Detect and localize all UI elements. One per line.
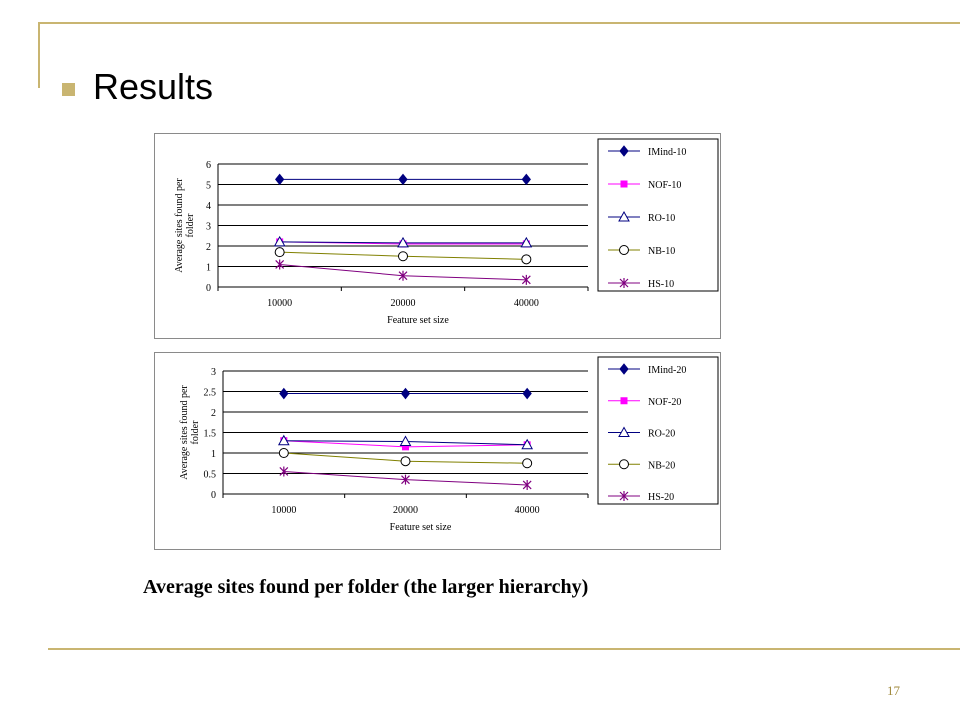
- chart1-data-point: [275, 173, 285, 186]
- chart1-data-point: [521, 254, 532, 265]
- chart2-ytick-label: 2: [211, 408, 216, 419]
- chart2-legend-label: NB-20: [648, 460, 675, 471]
- chart1-ytick-label: 3: [206, 222, 211, 233]
- chart1-ytick-label: 0: [206, 283, 211, 294]
- chart1-legend-marker: [619, 145, 629, 157]
- chart2-x-axis-label: Feature set size: [390, 522, 452, 533]
- chart2-y-axis-label-line: Average sites found per: [179, 385, 190, 480]
- chart2-data-point: [278, 448, 289, 458]
- slide-number: 17: [887, 683, 900, 698]
- chart-top: 0 1 2 3 4 5 6 10000 20000 40000 Feature set size Av…: [154, 133, 721, 339]
- chart2-data-point: [277, 434, 290, 446]
- chart2-data-point: [399, 435, 412, 447]
- chart2-y-axis-label-line: folder: [190, 420, 201, 445]
- chart-bottom-svg: 0 0.5 1 1.5 2 2.5 3 10000 20000 40000 Feature set …: [179, 356, 719, 533]
- chart1-data-point: [274, 247, 285, 258]
- chart1-y-axis-label-line: folder: [185, 213, 196, 238]
- chart1-data-point: [273, 235, 286, 247]
- chart1-data-point: [398, 173, 408, 186]
- chart2-legend-box: [597, 356, 719, 505]
- chart1-data-point: [398, 270, 408, 281]
- chart2-legend-marker: [619, 491, 629, 501]
- chart2-data-point: [401, 474, 410, 485]
- chart2-legend-marker: [619, 459, 629, 470]
- chart2-ytick-label: 1.5: [204, 429, 217, 440]
- chart1-legend-marker: [619, 245, 629, 255]
- chart1-legend-marker: [619, 278, 629, 288]
- chart1-data-point: [397, 236, 409, 248]
- chart1-data-point: [521, 173, 531, 186]
- chart1-xtick-label: 40000: [514, 298, 539, 309]
- chart1-data-point: [398, 251, 408, 262]
- chart1-data-point: [520, 236, 533, 248]
- chart2-ytick-label: 0.5: [204, 470, 217, 481]
- bottom-decorative-rule: [48, 648, 960, 650]
- chart1-ytick-label: 2: [206, 242, 211, 253]
- chart2-ytick-label: 0: [211, 490, 216, 501]
- chart1-legend-label: IMind-10: [648, 147, 686, 158]
- chart2-data-point: [279, 466, 289, 477]
- chart1-legend-label: NOF-10: [648, 180, 681, 191]
- chart1-y-axis-label: Average sites found perfolder: [174, 178, 196, 273]
- left-decorative-rule: [38, 22, 40, 88]
- chart-top-svg: 0 1 2 3 4 5 6 10000 20000 40000 Feature set size Av…: [174, 138, 719, 326]
- chart1-legend-label: HS-10: [648, 279, 674, 290]
- chart2-data-point: [400, 387, 411, 400]
- chart2-data-point: [522, 387, 532, 400]
- chart1-legend-marker: [620, 180, 628, 188]
- chart2-legend-label: NOF-20: [648, 397, 681, 408]
- chart1-data-point: [521, 274, 531, 285]
- chart1-legend-marker: [618, 210, 630, 222]
- chart1-ytick-label: 5: [206, 181, 211, 192]
- chart2-data-point: [402, 443, 409, 451]
- chart2-legend-label: IMind-20: [648, 365, 686, 376]
- slide-title: Results: [93, 66, 214, 107]
- chart1-ytick-label: 4: [206, 201, 211, 212]
- top-decorative-rule: [38, 22, 960, 24]
- chart2-legend-marker: [620, 397, 628, 405]
- chart-bottom: 0 0.5 1 1.5 2 2.5 3 10000 20000 40000 Feature set …: [154, 352, 721, 550]
- chart2-data-point: [522, 458, 533, 469]
- chart2-xtick-label: 10000: [271, 505, 296, 516]
- chart1-ytick-label: 6: [206, 160, 211, 171]
- chart1-x-axis-label: Feature set size: [387, 315, 449, 326]
- chart2-legend-label: RO-20: [648, 429, 675, 440]
- chart2-data-point: [521, 438, 534, 450]
- chart2-legend-marker: [619, 363, 629, 375]
- chart2-xtick-label: 40000: [515, 505, 540, 516]
- chart2-legend-label: HS-20: [648, 492, 674, 503]
- chart1-y-axis-label-line: Average sites found per: [174, 178, 185, 273]
- chart1-legend-label: RO-10: [648, 213, 675, 224]
- chart1-legend-box: [597, 138, 719, 292]
- chart2-ytick-label: 1: [211, 449, 216, 460]
- chart2-ytick-label: 3: [211, 367, 216, 378]
- chart1-data-point: [275, 259, 285, 270]
- chart1-xtick-label: 10000: [267, 298, 292, 309]
- chart2-ytick-label: 2.5: [204, 388, 217, 399]
- title-bullet-icon: [62, 83, 75, 96]
- chart2-data-point: [279, 387, 289, 400]
- chart2-data-point: [522, 479, 532, 490]
- chart2-xtick-label: 20000: [393, 505, 418, 516]
- figure-caption: Average sites found per folder (the larg…: [143, 576, 589, 598]
- chart1-ytick-label: 1: [206, 263, 211, 274]
- chart2-y-axis-label: Average sites found perfolder: [179, 385, 201, 480]
- chart2-data-point: [400, 456, 411, 467]
- chart2-legend-marker: [618, 426, 630, 437]
- chart1-xtick-label: 20000: [391, 298, 416, 309]
- chart1-legend-label: NB-10: [648, 246, 675, 257]
